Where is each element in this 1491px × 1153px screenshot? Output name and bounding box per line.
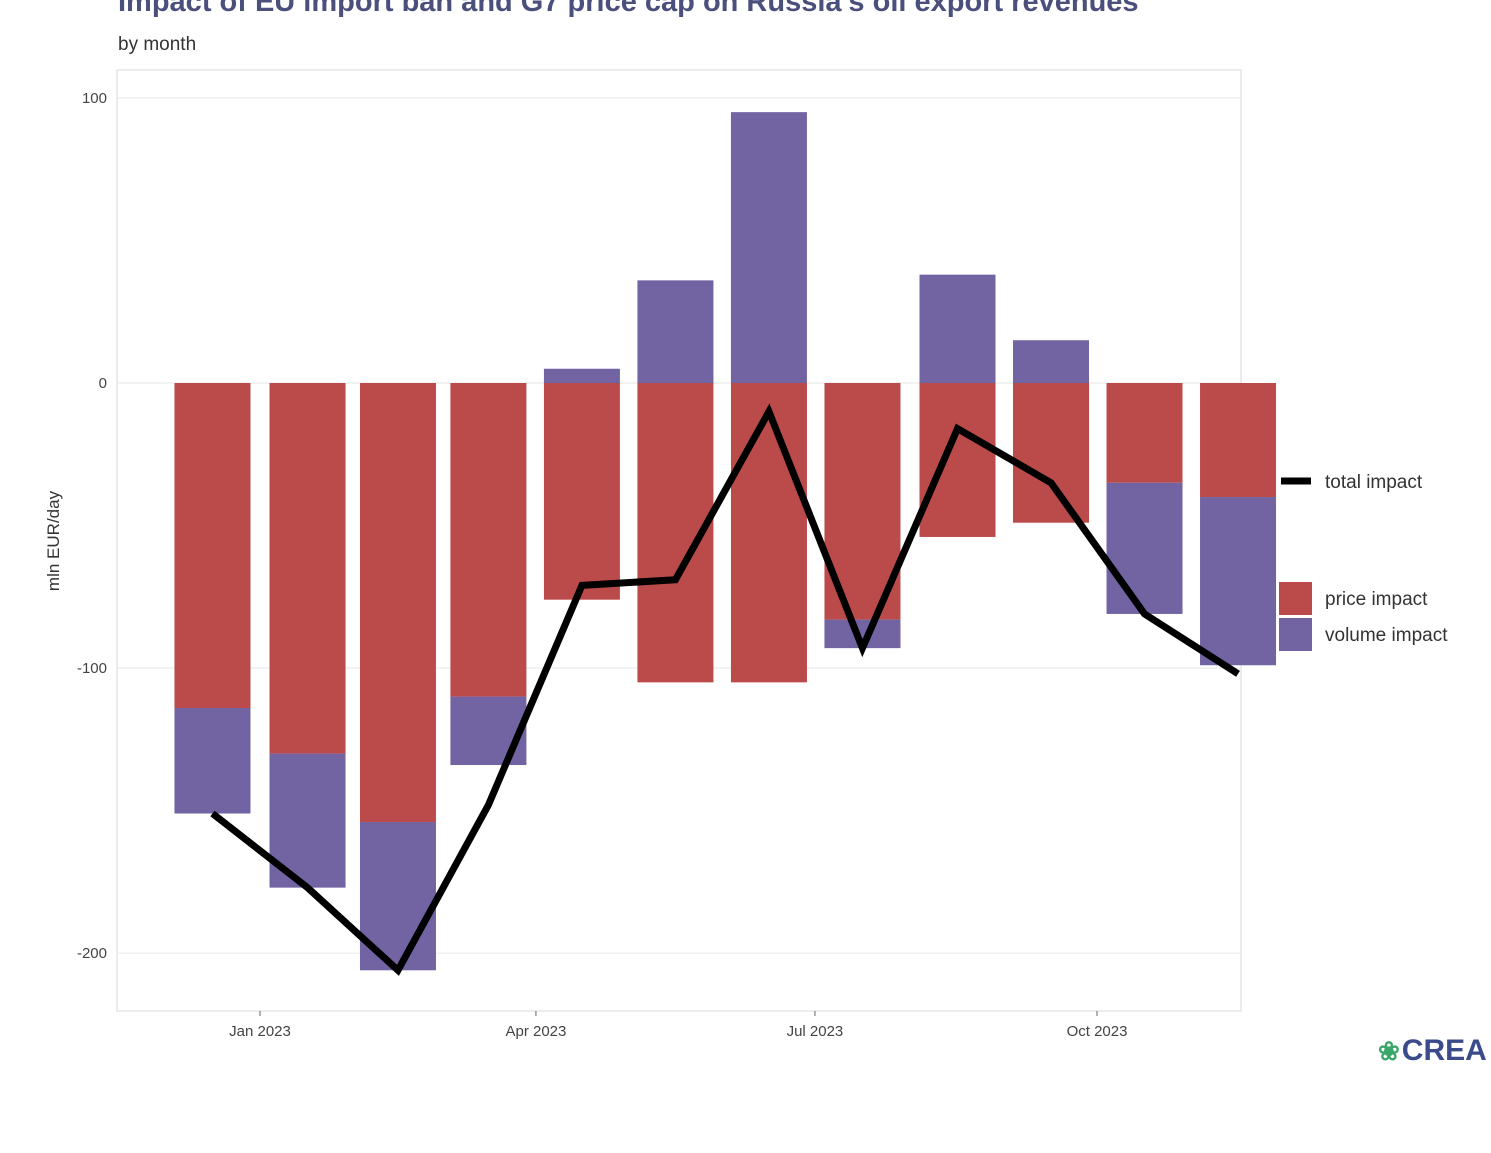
legend-key-volume-impact — [1279, 618, 1312, 651]
price-impact-bar — [1200, 383, 1277, 498]
y-tick-label: 0 — [99, 375, 107, 392]
chart-subtitle: by month — [118, 34, 197, 55]
volume-impact-bar — [1200, 497, 1277, 666]
x-tick-label: Oct 2023 — [1067, 1023, 1128, 1040]
legend-label-total-impact: total impact — [1325, 472, 1423, 493]
price-impact-bar — [919, 383, 996, 537]
price-impact-bar — [543, 383, 620, 600]
price-impact-bar — [1013, 383, 1090, 523]
volume-impact-bar — [1013, 340, 1090, 383]
price-impact-bar — [174, 383, 251, 709]
price-impact-bar — [730, 383, 807, 683]
y-axis-label: mln EUR/day — [44, 490, 63, 591]
y-axis-ticks: 100 0 -100 -200 — [77, 90, 107, 962]
volume-impact-bar — [730, 112, 807, 383]
y-tick-label: 100 — [82, 90, 107, 107]
y-tick-label: -200 — [77, 945, 107, 962]
y-tick-label: -100 — [77, 660, 107, 677]
legend-key-price-impact — [1279, 582, 1312, 615]
x-tick-label: Jan 2023 — [229, 1023, 291, 1040]
price-impact-bar — [1106, 383, 1183, 483]
volume-impact-bar — [543, 368, 620, 383]
logo-text: CREA — [1401, 1034, 1487, 1067]
price-impact-bar — [269, 383, 346, 754]
price-impact-bar — [450, 383, 527, 697]
volume-impact-bar — [450, 696, 527, 766]
volume-impact-bar — [174, 708, 251, 814]
total-impact-line-group — [210, 403, 1240, 976]
bars — [174, 112, 1277, 971]
x-tick-label: Apr 2023 — [505, 1023, 566, 1040]
legend: total impact price impact volume impact — [1279, 472, 1448, 651]
crea-leaf-icon: ❀ — [1378, 1036, 1400, 1066]
legend-label-volume-impact: volume impact — [1325, 625, 1448, 646]
crea-logo: ❀CREA — [1378, 1034, 1487, 1068]
volume-impact-bar — [637, 280, 714, 383]
chart-title: Impact of EU import ban and G7 price cap… — [118, 0, 1139, 18]
price-impact-bar — [359, 383, 436, 823]
volume-impact-bar — [1106, 482, 1183, 614]
total-impact-line — [210, 403, 1240, 976]
x-axis-ticks: Jan 2023 Apr 2023 Jul 2023 Oct 2023 — [229, 1011, 1127, 1040]
x-tick-label: Jul 2023 — [787, 1023, 844, 1040]
legend-label-price-impact: price impact — [1325, 589, 1428, 610]
volume-impact-bar — [919, 274, 996, 383]
